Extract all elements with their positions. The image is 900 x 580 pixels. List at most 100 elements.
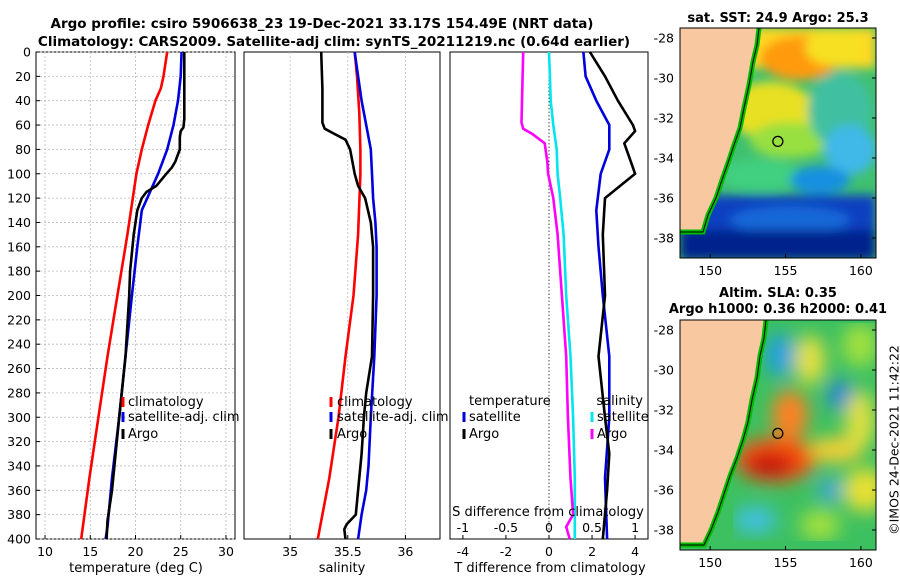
sla-map-ticks: 150 155 160 -28 -30 -32 -34 -36 -38 (654, 323, 876, 570)
sla-map-panel: Altim. SLA: 0.35 Argo h1000: 0.36 h2000:… (654, 286, 888, 570)
legend-t-argo-label: Argo (469, 427, 499, 442)
x-tick-label: 35.5 (334, 544, 362, 559)
legend-climatology-label: climatology (128, 395, 204, 410)
map-x-tick-label: 160 (849, 263, 873, 278)
y-tick-label: 260 (7, 361, 31, 376)
x-tick-label: -2 (500, 544, 512, 559)
x-tick-label: 10 (37, 544, 53, 559)
series-line-t-argo (588, 51, 637, 540)
y-tick-label: 220 (7, 312, 31, 327)
series-line-satellite-adj-clim (353, 51, 378, 540)
y-tick-label: 400 (7, 532, 31, 547)
map-x-tick-label: 150 (698, 263, 722, 278)
x-tick-label: 15 (82, 544, 98, 559)
s-difference-ticks: -1 -0.5 0 0.5 1 (457, 520, 639, 535)
sla-color-blobs (733, 323, 876, 541)
depth-ticks: 0 20 40 60 80 100 120 140 160 180 200 220 240 260 280 3… (7, 45, 40, 547)
series-line-argo (105, 52, 186, 540)
map-y-tick-label: -36 (654, 483, 674, 498)
temperature-ticks: 10 15 20 25 30 (37, 535, 234, 559)
difference-ticks: -4 -2 0 2 4 (457, 535, 639, 559)
map-y-tick-label: -30 (654, 363, 674, 378)
salinity-legend: climatology satellite-adj. clim Argo (329, 395, 449, 442)
salinity-panel: 35 35.5 36 salinity climatology satellite-… (243, 51, 449, 576)
map-y-tick-label: -38 (654, 523, 674, 538)
difference-series (520, 51, 637, 540)
series-line-t-satellite (582, 51, 611, 540)
y-tick-label: 120 (7, 191, 31, 206)
legend-argo-label: Argo (337, 427, 367, 442)
y-tick-label: 360 (7, 483, 31, 498)
x-tick-label: 25 (173, 544, 189, 559)
sla-coast-edge (680, 320, 767, 546)
x-tick-label: 0 (545, 544, 553, 559)
map-y-tick-label: -32 (654, 403, 674, 418)
y-tick-label: 380 (7, 507, 31, 522)
y-tick-label: 40 (15, 93, 31, 108)
legend-satellite-label: satellite-adj. clim (337, 410, 449, 425)
sla-float-marker (772, 427, 784, 440)
y-tick-label: 0 (23, 45, 31, 60)
legend-s-argo-label: Argo (597, 427, 627, 442)
y-tick-label: 20 (15, 69, 31, 84)
sst-land (680, 28, 759, 232)
salinity-grid (289, 52, 406, 539)
x-tick-label: 20 (128, 544, 144, 559)
s-tick-label: 0 (545, 520, 553, 535)
series-line-s-satellite (547, 51, 577, 539)
salinity-series (316, 51, 378, 540)
map-y-tick-label: -28 (654, 323, 674, 338)
map-x-tick-label: 160 (849, 555, 873, 570)
map-y-tick-label: -34 (654, 151, 674, 166)
map-y-tick-label: -28 (654, 31, 674, 46)
sst-float-marker (772, 135, 784, 148)
map-x-tick-label: 155 (774, 555, 798, 570)
salinity-xlabel: salinity (319, 561, 366, 576)
x-tick-label: 30 (218, 544, 234, 559)
y-tick-label: 240 (7, 337, 31, 352)
temperature-panel: 0 20 40 60 80 100 120 140 160 180 200 220 240 260 280 3… (7, 45, 239, 577)
map-y-tick-label: -38 (654, 231, 674, 246)
sla-map-title2: Argo h1000: 0.36 h2000: 0.41 (669, 302, 887, 317)
y-tick-label: 200 (7, 288, 31, 303)
sla-map-field (680, 320, 876, 550)
sst-map-title: sat. SST: 24.9 Argo: 25.3 (687, 11, 868, 26)
sla-map-frame (679, 319, 877, 551)
map-y-tick-label: -30 (654, 71, 674, 86)
temperature-series (79, 51, 186, 540)
legend-argo-label: Argo (128, 427, 158, 442)
difference-panel: -4 -2 0 2 4 -1 -0.5 0 0.5 1 S difference from cl… (449, 51, 649, 576)
series-line-s-argo (520, 51, 575, 540)
s-tick-label: -0.5 (494, 520, 518, 535)
s-tick-label: 1 (631, 520, 639, 535)
legend-climatology-label: climatology (337, 395, 413, 410)
legend-satellite-label: satellite-adj. clim (128, 410, 240, 425)
s-tick-label: -1 (457, 520, 469, 535)
y-tick-label: 140 (7, 215, 31, 230)
y-tick-label: 80 (15, 142, 31, 157)
temperature-xlabel: temperature (deg C) (69, 561, 203, 576)
legend-s-satellite-label: satellite (597, 410, 649, 425)
legend-t-satellite-label: satellite (469, 410, 521, 425)
salinity-axes-box (243, 51, 441, 540)
x-tick-label: -4 (457, 544, 470, 559)
x-tick-label: 2 (588, 544, 596, 559)
x-tick-label: 36 (397, 544, 413, 559)
map-x-tick-label: 150 (698, 555, 722, 570)
s-tick-label: 0.5 (582, 520, 602, 535)
x-tick-label: 4 (631, 544, 639, 559)
y-tick-label: 320 (7, 434, 31, 449)
y-tick-label: 180 (7, 264, 31, 279)
sst-map-field (680, 28, 876, 258)
imos-watermark: ©IMOS 24-Dec-2021 11:42:22 (887, 345, 900, 535)
map-x-tick-label: 155 (774, 263, 798, 278)
x-tick-label: 35 (282, 544, 298, 559)
y-tick-label: 340 (7, 458, 31, 473)
figure-title-line1: Argo profile: csiro 5906638_23 19-Dec-20… (51, 16, 594, 32)
sst-coast-edge (680, 28, 760, 233)
y-tick-label: 300 (7, 410, 31, 425)
difference-xlabel: T difference from climatology (453, 561, 646, 576)
sst-map-ticks: 150 155 160 -28 -30 -32 -34 -36 -38 (654, 31, 876, 278)
sst-map-panel: sat. SST: 24.9 Argo: 25.3 (654, 11, 877, 278)
